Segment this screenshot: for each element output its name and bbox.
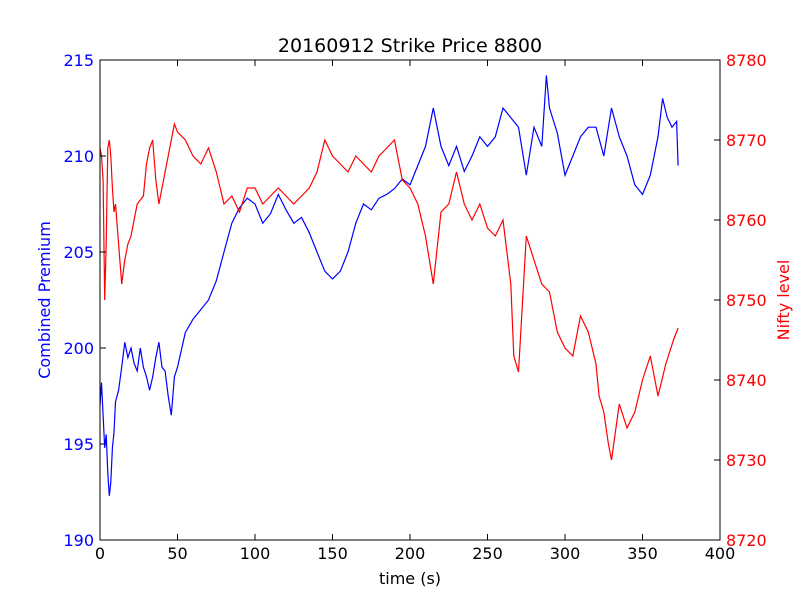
y-axis-right-label: Nifty level [774,260,793,341]
y-left-tick-label: 215 [63,51,94,70]
x-axis-label: time (s) [379,569,441,588]
plot-area-frame [99,59,721,541]
y-right-tick-label: 8760 [726,211,767,230]
y-left-tick-label: 210 [63,147,94,166]
y-left-tick-label: 195 [63,435,94,454]
y-right-tick-label: 8750 [726,291,767,310]
nifty-level-series-line [99,121,679,461]
x-tick-label: 300 [550,544,581,563]
series-layer [99,75,679,496]
combined-premium-series-line [99,75,679,496]
y-left-tick-label: 190 [63,531,94,550]
y-right-tick-label: 8770 [726,131,767,150]
x-tick-label: 0 [95,544,105,563]
x-tick-label: 50 [167,544,187,563]
y-left-tick-label: 205 [63,243,94,262]
y-right-tick-label: 8780 [726,51,767,70]
x-tick-label: 400 [705,544,736,563]
y-axis-left-label: Combined Premium [35,221,54,379]
x-tick-label: 100 [240,544,271,563]
ticks-layer: 0 50 100 150 200 250 300 350 400 190 195 200 205 210 2… [63,51,766,563]
y-left-tick-label: 200 [63,339,94,358]
x-tick-label: 250 [472,544,503,563]
chart-title: 20160912 Strike Price 8800 [278,35,542,57]
x-tick-label: 150 [317,544,348,563]
y-right-tick-label: 8720 [726,531,767,550]
y-right-tick-label: 8740 [726,371,767,390]
y-right-tick-label: 8730 [726,451,767,470]
x-tick-label: 350 [627,544,658,563]
x-tick-label: 200 [395,544,426,563]
